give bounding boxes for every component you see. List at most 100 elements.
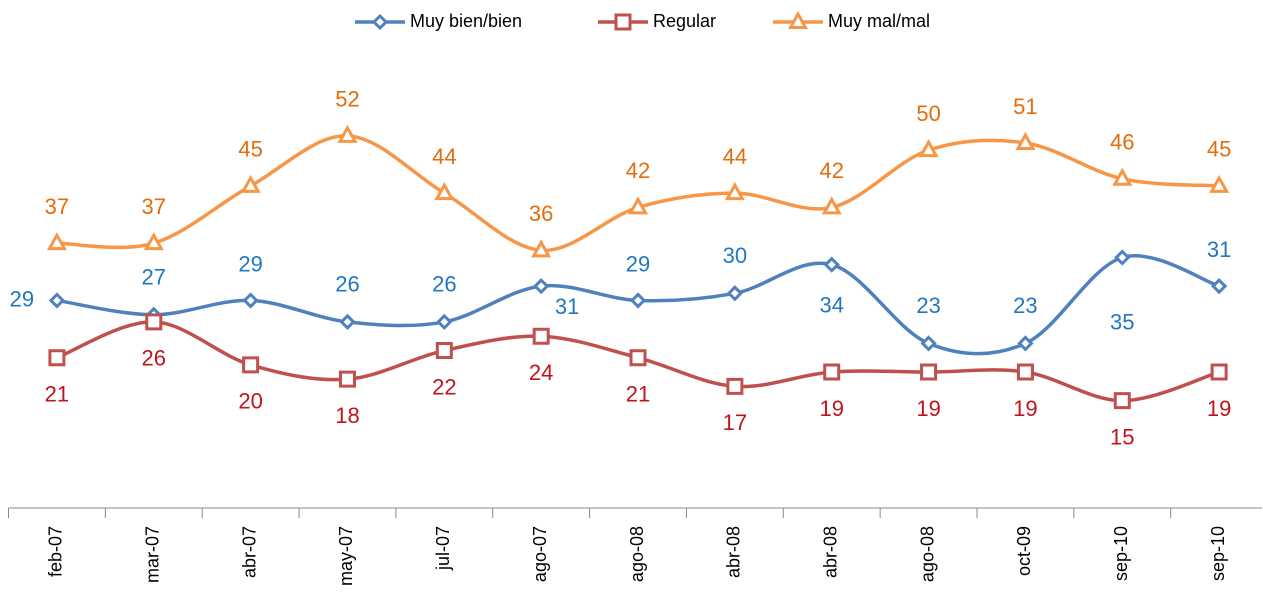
marker bbox=[920, 363, 938, 381]
data-label: 42 bbox=[626, 158, 650, 183]
marker bbox=[629, 292, 647, 309]
data-label: 22 bbox=[432, 374, 456, 399]
marker bbox=[726, 377, 744, 395]
data-label: 20 bbox=[238, 389, 262, 414]
data-label: 19 bbox=[1013, 396, 1037, 421]
data-label: 26 bbox=[432, 272, 456, 297]
marker bbox=[1210, 363, 1228, 381]
series: 21 26 20 18 22 24 21 17 19 19 19 15 19 bbox=[45, 313, 1231, 449]
data-label: 31 bbox=[555, 294, 579, 319]
data-label: 34 bbox=[819, 292, 843, 317]
marker bbox=[1017, 335, 1034, 352]
data-label: 31 bbox=[1207, 237, 1231, 262]
marker bbox=[143, 232, 164, 251]
data-label: 27 bbox=[142, 265, 166, 290]
data-label: 29 bbox=[238, 251, 262, 276]
data-label: 29 bbox=[626, 251, 650, 276]
data-label: 26 bbox=[335, 272, 359, 297]
marker bbox=[1015, 131, 1036, 150]
marker bbox=[48, 349, 66, 367]
data-label: 35 bbox=[1110, 309, 1134, 334]
marker bbox=[48, 292, 66, 309]
marker bbox=[1211, 278, 1228, 295]
marker bbox=[823, 256, 840, 273]
marker bbox=[145, 313, 163, 331]
data-label: 44 bbox=[723, 144, 747, 169]
data-label: 17 bbox=[723, 410, 747, 435]
line bbox=[56, 134, 1220, 253]
marker bbox=[724, 181, 745, 201]
data-label: 50 bbox=[916, 101, 940, 126]
x-tick-label: sep-10 bbox=[1208, 526, 1228, 581]
marker bbox=[627, 196, 649, 215]
marker bbox=[339, 313, 356, 331]
marker bbox=[434, 181, 455, 201]
marker bbox=[1209, 174, 1230, 193]
marker bbox=[821, 196, 842, 215]
x-tick-label: ago-07 bbox=[530, 526, 550, 582]
data-label: 36 bbox=[529, 201, 553, 226]
data-label: 26 bbox=[142, 346, 166, 371]
marker bbox=[726, 285, 743, 302]
marker bbox=[46, 232, 67, 251]
data-label: 37 bbox=[45, 194, 69, 219]
marker bbox=[240, 174, 261, 193]
data-label: 51 bbox=[1013, 94, 1037, 119]
x-tick-label: oct-09 bbox=[1014, 526, 1034, 576]
data-label: 44 bbox=[432, 144, 456, 169]
marker bbox=[337, 124, 358, 143]
legend-label: Muy mal/mal bbox=[828, 11, 930, 31]
series: 29 27 29 26 26 31 29 30 34 23 23 35 31 bbox=[10, 237, 1231, 356]
marker bbox=[338, 370, 356, 388]
marker bbox=[920, 335, 937, 352]
x-tick-label: abr-08 bbox=[724, 526, 744, 578]
data-label: 37 bbox=[142, 194, 166, 219]
series: 37 37 45 52 44 36 42 44 42 50 51 46 45 bbox=[45, 87, 1231, 258]
marker bbox=[787, 10, 809, 29]
data-label: 46 bbox=[1110, 130, 1134, 155]
x-tick-label: ago-08 bbox=[917, 526, 937, 582]
data-label: 21 bbox=[626, 382, 650, 407]
data-label: 23 bbox=[916, 293, 940, 318]
marker bbox=[242, 356, 260, 374]
marker bbox=[614, 13, 632, 31]
data-label: 45 bbox=[238, 137, 262, 162]
marker bbox=[533, 278, 550, 295]
marker bbox=[242, 292, 259, 309]
data-label: 19 bbox=[916, 396, 940, 421]
data-label: 52 bbox=[335, 87, 359, 112]
marker bbox=[532, 327, 550, 345]
data-label: 24 bbox=[529, 360, 553, 385]
data-label: 15 bbox=[1110, 424, 1134, 449]
data-label: 42 bbox=[819, 158, 843, 183]
marker bbox=[435, 342, 453, 360]
marker bbox=[1114, 249, 1131, 266]
data-label: 23 bbox=[1013, 293, 1037, 318]
data-label: 19 bbox=[1207, 396, 1231, 421]
x-tick-label: abr-07 bbox=[239, 526, 259, 578]
marker bbox=[823, 363, 841, 381]
x-tick-label: ago-08 bbox=[627, 526, 647, 582]
data-label: 21 bbox=[45, 382, 69, 407]
marker bbox=[436, 313, 453, 331]
marker bbox=[1016, 363, 1034, 381]
x-tick-label: abr-08 bbox=[820, 526, 840, 578]
marker bbox=[918, 139, 939, 158]
legend-label: Regular bbox=[653, 11, 716, 31]
marker bbox=[1113, 392, 1131, 410]
x-tick-label: may-07 bbox=[336, 526, 356, 586]
marker bbox=[1112, 167, 1133, 186]
marker bbox=[371, 13, 389, 31]
marker bbox=[629, 349, 647, 367]
data-label: 30 bbox=[723, 243, 747, 268]
data-label: 18 bbox=[335, 403, 359, 428]
data-label: 19 bbox=[819, 396, 843, 421]
marker bbox=[531, 239, 552, 258]
x-tick-label: feb-07 bbox=[46, 526, 66, 577]
x-tick-label: mar-07 bbox=[143, 526, 163, 583]
data-label: 29 bbox=[10, 286, 34, 311]
legend: Muy bien/bien Regular Muy mal/mal bbox=[355, 11, 930, 31]
data-label: 45 bbox=[1207, 137, 1231, 162]
x-tick-label: jul-07 bbox=[433, 526, 453, 571]
